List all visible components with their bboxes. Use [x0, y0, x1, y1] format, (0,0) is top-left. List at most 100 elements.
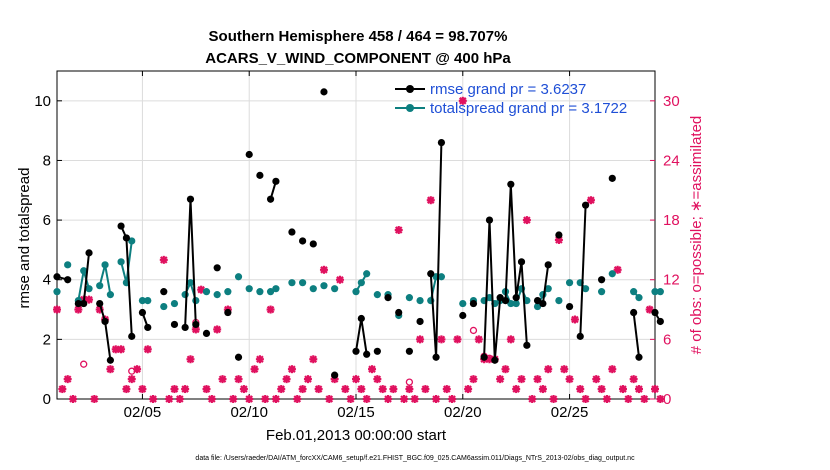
rmse-point [395, 308, 403, 317]
rmse-point [331, 371, 339, 379]
obs-assimilated-marker [389, 385, 398, 394]
rmse-point [501, 297, 510, 305]
obs-star-stroke [58, 385, 67, 393]
obs-star-stroke [181, 385, 189, 393]
obs-assimilated-marker [453, 335, 462, 344]
spread-point [635, 294, 643, 302]
obs-assimilated-marker [314, 385, 323, 394]
obs-star-stroke [127, 375, 136, 383]
rmse-point [192, 320, 200, 329]
rmse-point [523, 341, 531, 349]
obs-assimilated-marker [266, 305, 275, 314]
spread-point [64, 261, 72, 269]
obs-star-stroke [619, 385, 627, 393]
obs-assimilated-marker [271, 395, 280, 403]
obs-assimilated-marker [218, 375, 227, 384]
obs-assimilated-marker [405, 385, 414, 394]
obs-assimilated-marker [319, 265, 328, 274]
obs-star-stroke [250, 365, 259, 373]
rmse-point [491, 356, 499, 364]
obs-star-stroke [165, 395, 173, 403]
rmse-point [598, 276, 606, 284]
chart-title: Southern Hemisphere 458 / 464 = 98.707% [209, 28, 508, 45]
obs-assimilated-marker [122, 385, 131, 394]
obs-star-stroke [464, 385, 472, 393]
obs-assimilated-marker [277, 385, 286, 394]
obs-assimilated-marker [640, 395, 649, 403]
obs-star-stroke [261, 395, 270, 403]
obs-assimilated-marker [549, 395, 558, 403]
rmse-point [480, 353, 488, 361]
obs-assimilated-marker [608, 365, 617, 374]
obs-star-stroke [256, 355, 264, 364]
obs-assimilated-marker [629, 375, 638, 384]
rmse-line [483, 220, 502, 361]
obs-assimilated-marker [325, 395, 334, 403]
spread-point [598, 288, 606, 296]
obs-star-stroke [245, 395, 253, 403]
spread-point [160, 302, 168, 311]
rmse-point [512, 294, 520, 302]
spread-point [101, 261, 109, 269]
obs-star-stroke [576, 385, 585, 393]
spread-point [202, 288, 211, 296]
legend: rmse grand pr = 3.6237 totalspread grand… [395, 81, 627, 117]
obs-assimilated-marker [106, 365, 115, 374]
spread-point [288, 279, 296, 287]
spread-point [128, 237, 136, 245]
obs-possible-marker [405, 378, 414, 386]
spread-point [331, 285, 339, 293]
obs-assimilated-marker [394, 226, 403, 235]
obs-assimilated-marker [533, 375, 542, 384]
rmse-point [299, 237, 307, 245]
obs-assimilated-marker [85, 295, 94, 304]
rmse-point [373, 347, 381, 355]
obs-assimilated-marker [416, 335, 425, 344]
spread-point [186, 279, 195, 287]
spread-point [373, 291, 381, 299]
obs-assimilated-marker [602, 395, 611, 403]
obs-assimilated-marker [90, 395, 99, 403]
obs-assimilated-marker [618, 385, 627, 394]
obs-star-stroke [341, 385, 350, 393]
rmse-point [651, 308, 659, 317]
rmse-point [459, 311, 467, 320]
rmse-point [363, 350, 371, 358]
x-tick-label: 02/25 [551, 404, 589, 421]
rmse-point [555, 231, 563, 239]
data-marks [53, 88, 665, 403]
spread-point [96, 282, 104, 290]
obs-star-stroke [437, 335, 446, 344]
obs-assimilated-marker [170, 385, 179, 394]
obs-star-stroke [453, 335, 462, 344]
obs-star-stroke [74, 305, 83, 314]
obs-star-stroke [523, 216, 531, 224]
obs-assimilated-marker [213, 325, 222, 334]
spread-point [363, 270, 371, 278]
rmse-point [181, 323, 189, 332]
obs-star-stroke [53, 305, 61, 314]
obs-assimilated-marker [426, 196, 435, 205]
rmse-point [352, 347, 360, 355]
rmse-point [266, 195, 275, 203]
obs-star-stroke [362, 395, 371, 403]
obs-assimilated-marker [245, 395, 254, 403]
rmse-point [128, 332, 136, 340]
obs-assimilated-marker [656, 395, 665, 403]
obs-star-stroke [138, 385, 147, 393]
rmse-point [213, 264, 221, 272]
obs-star-stroke [288, 365, 296, 373]
obs-assimilated-marker [432, 395, 441, 403]
rmse-point [437, 138, 446, 147]
obs-assimilated-marker [181, 385, 190, 394]
obs-star-stroke [389, 385, 398, 393]
obs-assimilated-marker [138, 385, 147, 394]
rmse-point [80, 299, 88, 308]
obs-assimilated-marker [341, 385, 350, 394]
obs-star-stroke [592, 375, 601, 383]
obs-assimilated-marker [234, 375, 243, 384]
obs-star-stroke [528, 395, 536, 403]
rmse-point [144, 323, 152, 332]
obs-possible-marker [80, 360, 88, 368]
spread-point [651, 288, 659, 296]
